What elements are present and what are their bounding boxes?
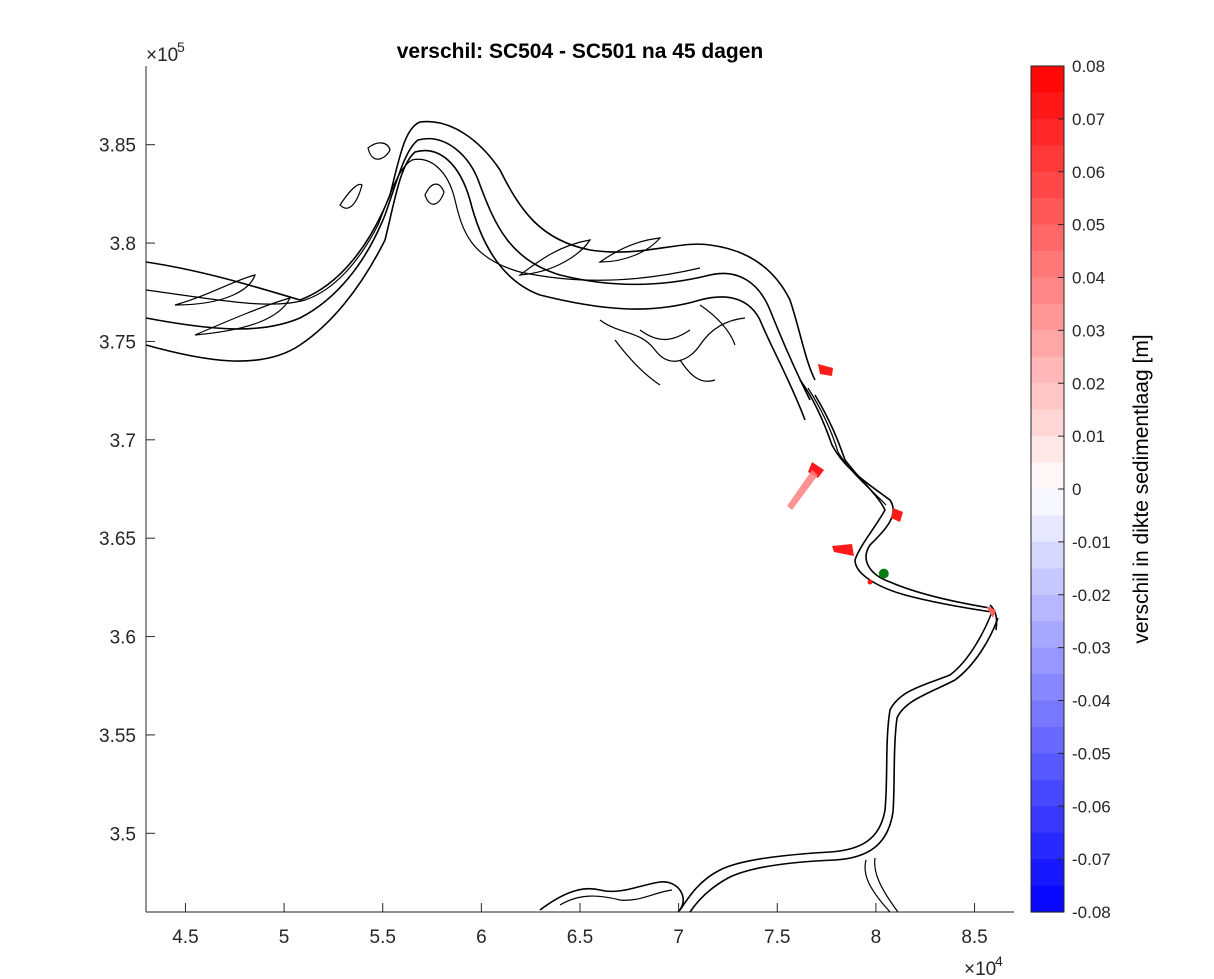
y-tick-label: 3.85 (99, 136, 136, 157)
colorbar-cell (1031, 594, 1064, 622)
colorbar-cell (1031, 700, 1064, 728)
difference-patch (818, 364, 833, 376)
colorbar-cell (1031, 885, 1064, 913)
y-exponent-power: 5 (177, 39, 185, 55)
difference-patches (787, 364, 996, 618)
y-tick-label: 3.7 (110, 431, 136, 452)
colorbar-cell (1031, 356, 1064, 384)
colorbar-tick-label: -0.05 (1072, 744, 1111, 763)
difference-patch (832, 544, 854, 556)
x-exponent-base: ×10 (964, 959, 996, 979)
colorbar-cell (1031, 277, 1064, 305)
y-tick-label: 3.8 (110, 234, 136, 255)
colorbar-cell (1031, 118, 1064, 146)
y-axis-exponent: ×10 5 (146, 39, 185, 66)
colorbar-tick-label: -0.07 (1072, 850, 1111, 869)
colorbar-tick-label: 0.05 (1072, 216, 1105, 235)
colorbar-cell (1031, 859, 1064, 887)
x-tick-label: 6 (476, 927, 487, 948)
difference-patch (867, 579, 873, 585)
colorbar-tick-label: 0.07 (1072, 110, 1105, 129)
y-exponent-base: ×10 (146, 45, 178, 66)
x-tick-label: 4.5 (172, 927, 198, 948)
colorbar-scale (1031, 66, 1064, 913)
colorbar-tick-label: -0.06 (1072, 797, 1111, 816)
colorbar-cell (1031, 832, 1064, 860)
colorbar-tick-label: 0 (1072, 480, 1081, 499)
y-tick-label: 3.75 (99, 332, 136, 353)
colorbar-tick-label: -0.04 (1072, 692, 1111, 711)
colorbar-cell (1031, 171, 1064, 199)
x-tick-label: 5.5 (370, 927, 396, 948)
river-contours (145, 120, 999, 913)
colorbar-cell (1031, 92, 1064, 120)
y-tick-label: 3.5 (110, 824, 136, 845)
colorbar-tick-label: 0.03 (1072, 321, 1105, 340)
colorbar-tick-label: -0.08 (1072, 903, 1111, 922)
colorbar-tick-label: -0.03 (1072, 639, 1111, 658)
y-tick-label: 3.65 (99, 529, 136, 550)
colorbar-cell (1031, 330, 1064, 358)
x-tick-label: 8.5 (961, 927, 987, 948)
plot-area: 4.5 5 5.5 6 6.5 7 7.5 8 8.5 3.5 3.55 3.6 3.65 3.7 3.7… (99, 66, 1014, 948)
colorbar-tick-label: 0.01 (1072, 427, 1105, 446)
colorbar-cell (1031, 541, 1064, 569)
x-tick-label: 8 (871, 927, 882, 948)
chart-title: verschil: SC504 - SC501 na 45 dagen (397, 40, 764, 63)
x-tick-label: 5 (279, 927, 290, 948)
colorbar-cell (1031, 753, 1064, 781)
y-tick-label: 3.6 (110, 628, 136, 649)
colorbar-cell (1031, 674, 1064, 702)
colorbar-cell (1031, 726, 1064, 754)
x-exponent-power: 4 (995, 953, 1003, 969)
colorbar-cell (1031, 647, 1064, 675)
difference-patch (986, 606, 996, 618)
colorbar-tick-label: 0.08 (1072, 57, 1105, 76)
colorbar-cell (1031, 436, 1064, 464)
colorbar-cell (1031, 303, 1064, 331)
colorbar-cell (1031, 145, 1064, 173)
colorbar-ticks: 0.08 0.07 0.06 0.05 0.04 0.03 0.02 0.01 0 -0.01 -0… (1058, 57, 1111, 922)
colorbar-tick-label: -0.02 (1072, 586, 1111, 605)
colorbar-cell (1031, 409, 1064, 437)
colorbar-label: verschil in dikte sedimentlaag [m] (1130, 334, 1153, 643)
colorbar-cell (1031, 779, 1064, 807)
x-tick-label: 7 (673, 927, 684, 948)
location-marker (878, 568, 889, 579)
y-tick-label: 3.55 (99, 726, 136, 747)
colorbar-cell (1031, 489, 1064, 517)
colorbar-cell (1031, 462, 1064, 490)
colorbar-cell (1031, 198, 1064, 226)
colorbar-tick-label: 0.04 (1072, 269, 1105, 288)
x-axis-ticks: 4.5 5 5.5 6 6.5 7 7.5 8 8.5 (172, 903, 988, 948)
x-axis-exponent: ×10 4 (964, 953, 1003, 979)
colorbar-tick-label: 0.06 (1072, 163, 1105, 182)
x-tick-label: 6.5 (567, 927, 593, 948)
colorbar-cell (1031, 515, 1064, 543)
colorbar-cell (1031, 806, 1064, 834)
colorbar-tick-label: -0.01 (1072, 533, 1111, 552)
difference-patch (891, 508, 903, 522)
colorbar-cell (1031, 383, 1064, 411)
y-axis-ticks: 3.5 3.55 3.6 3.65 3.7 3.75 3.8 3.85 (99, 136, 155, 845)
colorbar-cell (1031, 568, 1064, 596)
colorbar-cell (1031, 66, 1064, 94)
colorbar-tick-label: 0.02 (1072, 374, 1105, 393)
colorbar-cell (1031, 621, 1064, 649)
x-tick-label: 7.5 (764, 927, 790, 948)
colorbar-cell (1031, 224, 1064, 252)
colorbar-cell (1031, 251, 1064, 279)
difference-patch (787, 470, 818, 510)
colorbar: 0.08 0.07 0.06 0.05 0.04 0.03 0.02 0.01 0 -0.01 -0… (1030, 57, 1153, 922)
